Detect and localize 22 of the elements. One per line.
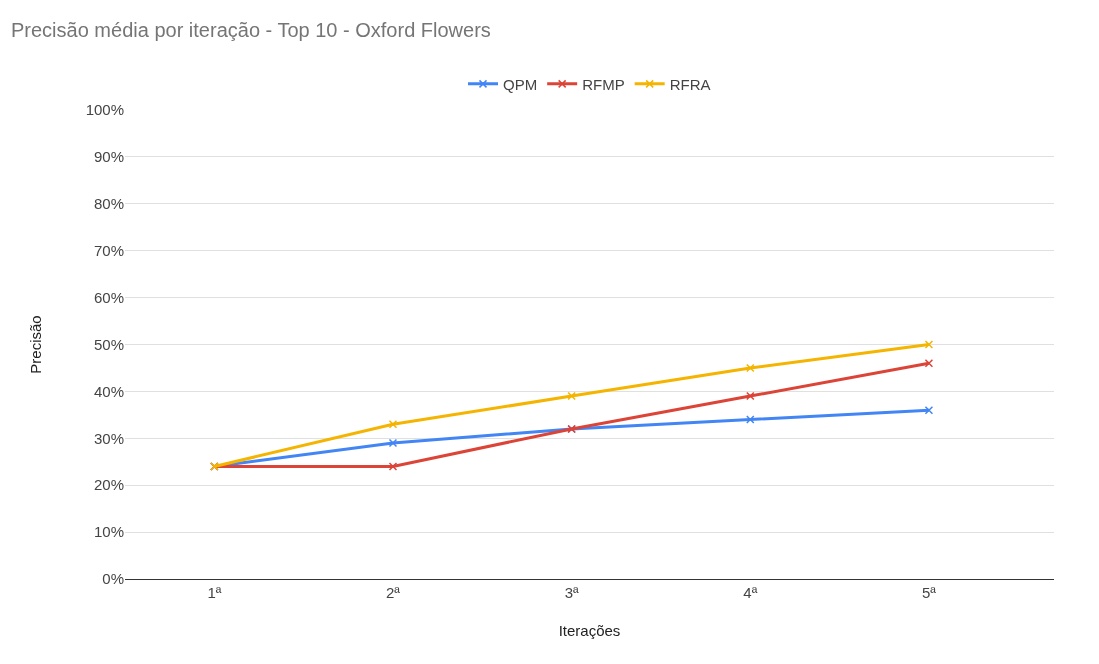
y-tick-label: 0%	[102, 570, 124, 588]
legend-label: QPM	[503, 75, 538, 93]
y-tick-label: 80%	[93, 195, 124, 213]
y-tick-label: 70%	[93, 241, 124, 259]
y-tick-label: 10%	[93, 523, 124, 541]
x-tick-label: 2ª	[386, 584, 401, 601]
y-tick-label: 20%	[93, 476, 124, 494]
legend-label: RFRA	[669, 75, 711, 93]
x-tick-label: 4ª	[743, 584, 758, 601]
x-tick-label: 1ª	[207, 584, 222, 601]
y-tick-label: 30%	[93, 429, 124, 447]
y-tick-label: 90%	[93, 148, 124, 166]
y-tick-label: 40%	[93, 382, 124, 400]
x-tick-label: 5ª	[921, 584, 937, 601]
x-axis-title: Iterações	[558, 622, 621, 639]
legend-label: RFMP	[582, 75, 625, 93]
y-tick-label: 100%	[85, 101, 124, 119]
y-axis-title: Precisão	[26, 315, 44, 374]
chart-title: Precisão média por iteração - Top 10 - Oxford Flowers	[10, 19, 491, 42]
x-tick-label: 3ª	[564, 584, 580, 601]
y-tick-label: 60%	[93, 288, 124, 306]
y-tick-label: 50%	[93, 335, 124, 353]
